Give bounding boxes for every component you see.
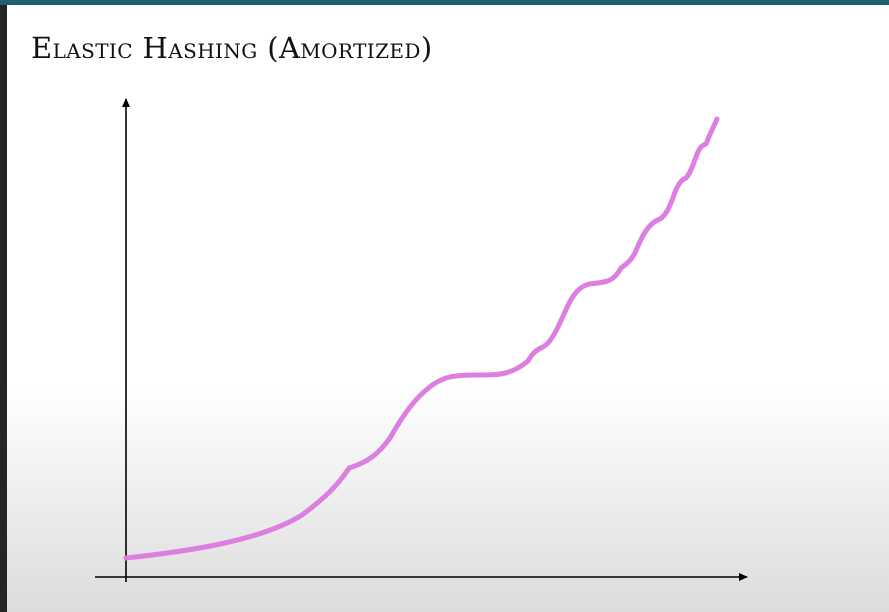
cost-curve	[123, 116, 720, 561]
slide-title: Elastic Hashing (Amortized)	[31, 31, 433, 65]
slide: Elastic Hashing (Amortized)	[7, 5, 889, 612]
diagram	[95, 98, 748, 582]
window-edge	[0, 5, 7, 612]
accent-bar	[0, 0, 889, 5]
